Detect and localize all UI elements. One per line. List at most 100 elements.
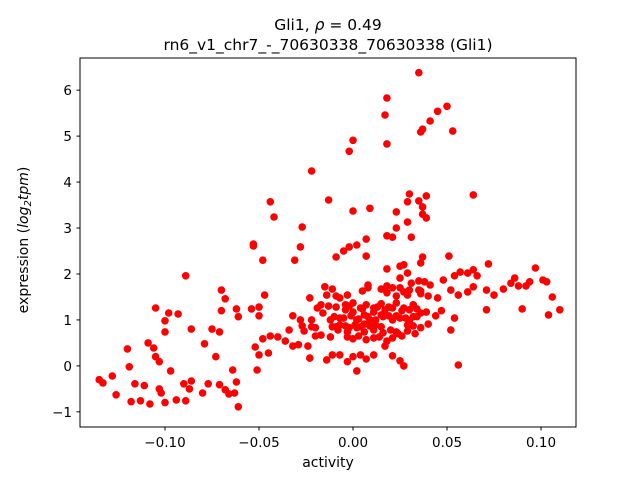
data-point <box>439 276 448 284</box>
data-point <box>415 197 423 205</box>
data-point <box>324 196 333 204</box>
data-point <box>349 136 357 145</box>
data-point <box>304 342 312 350</box>
data-point <box>112 391 120 399</box>
data-point <box>345 147 354 156</box>
data-point <box>215 328 224 336</box>
data-point <box>343 357 352 366</box>
data-point <box>384 303 393 311</box>
y-tick-label: 6 <box>63 83 72 99</box>
data-point <box>426 281 434 289</box>
data-point <box>204 380 212 388</box>
data-point <box>454 361 463 369</box>
data-point <box>510 274 519 282</box>
data-point <box>164 309 173 317</box>
data-point <box>422 214 431 222</box>
data-point <box>317 301 325 309</box>
data-point <box>228 366 237 374</box>
data-point <box>381 342 389 350</box>
data-point <box>266 198 275 206</box>
scatter-points <box>95 68 564 411</box>
data-point <box>407 233 416 241</box>
data-point <box>369 326 378 334</box>
data-point <box>379 329 387 337</box>
data-point <box>266 332 275 340</box>
data-point <box>349 335 357 343</box>
data-point <box>326 333 335 341</box>
data-point <box>381 111 389 119</box>
data-point <box>166 367 175 375</box>
data-point <box>450 272 459 280</box>
data-point <box>482 286 491 294</box>
data-point <box>354 332 363 340</box>
data-point <box>343 328 352 336</box>
data-point <box>369 334 378 342</box>
data-point <box>353 241 361 249</box>
data-point <box>330 312 339 321</box>
data-point <box>542 278 551 286</box>
data-point <box>136 397 145 405</box>
data-point <box>388 316 397 324</box>
data-point <box>525 278 534 286</box>
data-point <box>400 362 408 370</box>
data-point <box>531 264 540 272</box>
data-point <box>349 207 357 215</box>
x-axis-label: activity <box>302 455 354 471</box>
data-point <box>388 233 397 241</box>
data-point <box>482 306 491 314</box>
data-point <box>339 247 348 255</box>
x-tick-label: −0.05 <box>238 435 279 451</box>
data-point <box>232 378 241 386</box>
data-point <box>490 291 498 299</box>
data-point <box>146 400 154 408</box>
data-point <box>198 389 207 397</box>
data-point <box>260 291 269 299</box>
data-point <box>360 328 369 336</box>
y-tick-label: 0 <box>63 359 72 375</box>
data-point <box>424 292 433 300</box>
data-point <box>336 351 344 359</box>
data-point <box>445 252 453 260</box>
data-point <box>285 326 293 334</box>
y-axis-ticks: −1 0 1 2 3 4 5 6 <box>52 83 80 421</box>
data-point <box>379 312 387 321</box>
data-point <box>403 269 412 277</box>
data-point <box>392 224 401 232</box>
data-point <box>157 389 165 397</box>
data-point <box>161 328 169 336</box>
data-point <box>311 332 320 340</box>
y-tick-label: 3 <box>63 221 72 237</box>
data-point <box>416 323 425 332</box>
data-point <box>343 291 352 299</box>
data-point <box>234 403 243 411</box>
data-point <box>396 274 404 282</box>
data-point <box>416 128 425 136</box>
data-point <box>322 356 331 364</box>
data-point <box>364 312 372 321</box>
data-point <box>336 294 344 302</box>
data-point <box>255 351 263 359</box>
data-point <box>369 351 378 359</box>
data-point <box>388 334 397 342</box>
data-point <box>383 265 391 273</box>
data-point <box>345 243 354 251</box>
x-tick-label: 0.05 <box>432 435 462 451</box>
x-axis-ticks: −0.10 −0.05 0.00 0.05 0.10 <box>144 427 556 451</box>
y-tick-label: 2 <box>63 267 72 283</box>
data-point <box>317 331 325 339</box>
data-point <box>454 291 463 299</box>
data-point <box>403 327 412 335</box>
data-point <box>356 351 365 359</box>
data-point <box>416 289 425 298</box>
data-point <box>215 380 224 389</box>
chart-subtitle: rn6_v1_chr7_-_70630338_70630338 (Gli1) <box>163 36 492 55</box>
data-point <box>347 312 355 320</box>
data-point <box>307 167 316 175</box>
data-point <box>469 283 478 291</box>
data-point <box>127 397 135 406</box>
data-point <box>349 299 357 307</box>
data-point <box>181 272 190 280</box>
data-point <box>255 312 263 320</box>
data-point <box>155 357 164 366</box>
data-point <box>306 354 314 362</box>
